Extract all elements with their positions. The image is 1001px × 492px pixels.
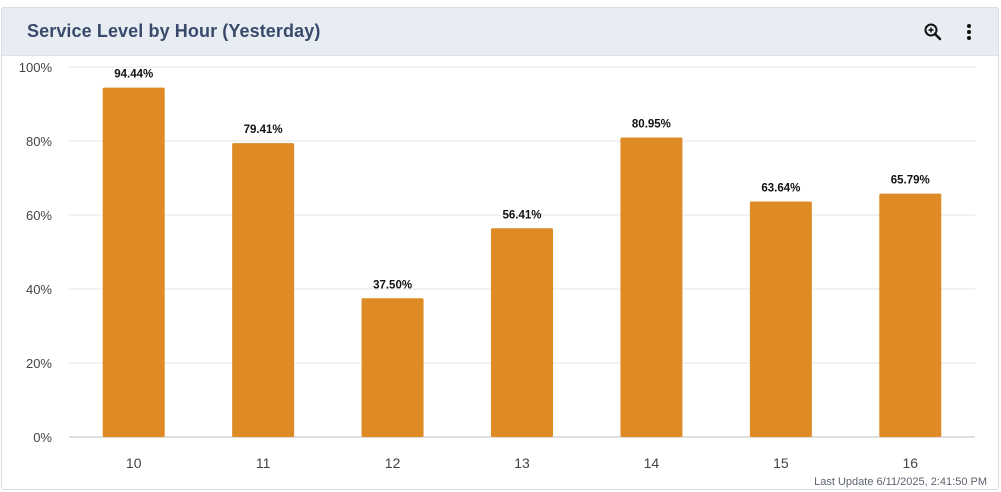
more-vertical-icon	[967, 24, 971, 40]
y-tick-label: 40%	[26, 282, 52, 297]
y-tick-label: 100%	[19, 60, 53, 75]
zoom-in-icon	[924, 23, 942, 41]
x-tick-label: 14	[644, 455, 660, 471]
bar	[102, 87, 165, 438]
card-title: Service Level by Hour (Yesterday)	[27, 21, 321, 41]
data-label: 79.41%	[244, 124, 283, 136]
x-tick-label: 16	[902, 455, 918, 471]
y-tick-label: 20%	[26, 356, 52, 371]
bar	[749, 201, 812, 437]
zoom-button[interactable]	[922, 21, 944, 43]
bar	[620, 137, 683, 438]
bar	[232, 143, 295, 438]
bar	[879, 193, 942, 437]
last-update-text: Last Update 6/11/2025, 2:41:50 PM	[814, 476, 987, 488]
more-menu-button[interactable]	[958, 21, 980, 43]
data-label: 80.95%	[632, 118, 671, 130]
x-tick-label: 15	[773, 455, 789, 471]
data-label: 63.64%	[761, 183, 800, 195]
data-label: 37.50%	[373, 279, 412, 291]
x-tick-label: 12	[385, 455, 401, 471]
x-tick-label: 10	[126, 455, 142, 471]
x-tick-label: 13	[514, 455, 530, 471]
data-label: 94.44%	[114, 69, 153, 81]
y-tick-label: 80%	[26, 134, 52, 149]
card-header: Service Level by Hour (Yesterday)	[2, 8, 998, 56]
header-tools	[922, 21, 980, 43]
data-label: 65.79%	[891, 175, 930, 187]
bar	[491, 228, 553, 437]
data-label: 56.41%	[502, 209, 541, 221]
x-tick-label: 11	[256, 455, 271, 471]
y-tick-label: 0%	[33, 430, 52, 445]
y-tick-label: 60%	[26, 208, 52, 223]
bar	[361, 298, 424, 437]
